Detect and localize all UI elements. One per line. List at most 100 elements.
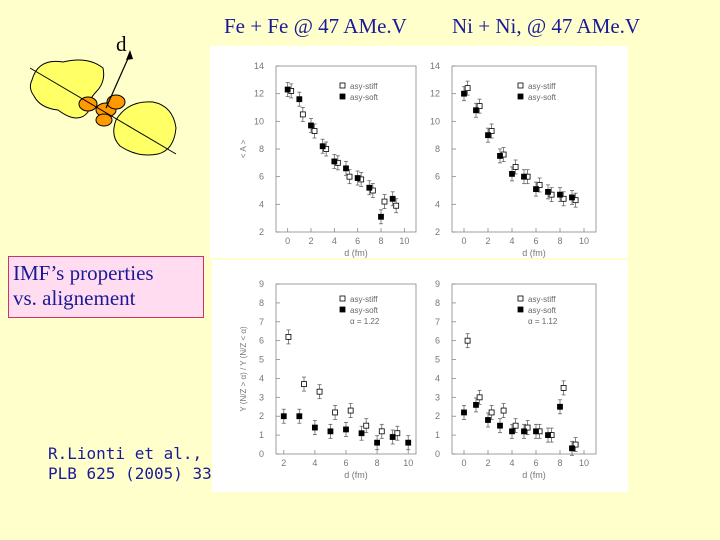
point-asy-soft (389, 195, 396, 202)
y-tick-label: 5 (259, 355, 264, 365)
y-tick-label: 14 (254, 61, 264, 71)
point-asy-stiff (347, 407, 354, 414)
y-tick-label: 7 (435, 317, 440, 327)
point-asy-soft (521, 173, 527, 180)
point-asy-stiff (512, 422, 519, 429)
point-asy-soft (296, 413, 303, 420)
y-tick-label: 9 (259, 279, 264, 289)
legend-entry: asy-stiff (528, 82, 556, 91)
point-asy-soft (509, 428, 515, 435)
x-tick-label: 8 (375, 458, 380, 468)
x-tick-label: 2 (281, 458, 286, 468)
point-asy-stiff (346, 173, 353, 180)
point-asy-soft (497, 422, 503, 429)
y-axis-label: < A > (239, 140, 248, 159)
point-asy-stiff (536, 182, 543, 188)
point-asy-soft (557, 191, 563, 198)
point-asy-soft (296, 96, 303, 103)
legend-marker (517, 295, 524, 302)
title-ni-ni: Ni + Ni, @ 47 AMe.V (452, 14, 641, 38)
x-tick-label: 8 (557, 458, 562, 468)
y-tick-label: 2 (435, 227, 440, 237)
x-axis-label: d (fm) (344, 470, 368, 480)
point-asy-stiff (332, 409, 339, 416)
y-tick-label: 9 (435, 279, 440, 289)
point-asy-soft (461, 409, 467, 416)
point-asy-soft (284, 86, 291, 93)
point-asy-soft (311, 424, 318, 431)
x-tick-label: 8 (557, 236, 562, 246)
x-tick-label: 10 (579, 236, 589, 246)
legend-entry: asy-soft (350, 306, 379, 315)
point-asy-soft (389, 434, 396, 440)
x-tick-label: 6 (355, 236, 360, 246)
x-tick-label: 0 (285, 236, 290, 246)
legend-entry: asy-soft (528, 306, 557, 315)
panel-top-left: 0 2 4 6 8 10 2 4 6 8 10 12 14 d (fm) < A > asy-stiff asy… (239, 61, 417, 258)
plot-frame (451, 283, 597, 455)
point-asy-soft (366, 184, 373, 191)
y-tick-label: 8 (259, 144, 264, 154)
fragment-1 (78, 96, 98, 112)
point-asy-soft (569, 445, 575, 452)
point-asy-soft (405, 439, 412, 446)
panel-bottom-left: 2 4 6 8 10 0 1 2 3 4 5 6 7 8 9 d (fm) Y (N/Z > α) / Y (N… (239, 279, 417, 480)
y-tick-label: 7 (259, 317, 264, 327)
fragment-4 (95, 113, 113, 127)
y-tick-label: 6 (435, 336, 440, 346)
y-tick-label: 2 (259, 227, 264, 237)
title-fe-fe: Fe + Fe @ 47 AMe.V (224, 14, 407, 38)
point-asy-stiff (500, 407, 507, 414)
y-axis-label: Y (N/Z > α) / Y (N/Z < α) (239, 326, 248, 412)
y-tick-label: 8 (435, 144, 440, 154)
y-tick-label: 6 (435, 172, 440, 182)
legend-entry: asy-stiff (350, 82, 378, 91)
legend-marker (339, 295, 346, 302)
legend-marker (517, 306, 524, 313)
target-nucleus (113, 101, 177, 156)
y-tick-label: 4 (435, 199, 440, 209)
y-tick-label: 2 (259, 411, 264, 421)
y-tick-label: 8 (259, 298, 264, 308)
point-asy-soft (308, 122, 314, 129)
point-asy-stiff (381, 198, 388, 205)
point-asy-soft (485, 132, 491, 139)
imf-line1: IMF’s properties (13, 261, 154, 285)
legend-marker (517, 82, 524, 89)
point-asy-stiff (299, 111, 306, 118)
point-asy-stiff (394, 430, 401, 437)
point-asy-soft (461, 90, 467, 97)
point-asy-soft (533, 186, 539, 193)
y-tick-label: 3 (259, 392, 264, 402)
point-asy-soft (343, 165, 349, 172)
point-asy-stiff (488, 128, 495, 134)
x-tick-label: 2 (485, 458, 490, 468)
x-tick-label: 2 (485, 236, 490, 246)
y-tick-label: 0 (435, 449, 440, 459)
alignment-axis (29, 67, 177, 155)
y-tick-label: 12 (430, 89, 440, 99)
legend-entry: α = 1.12 (528, 317, 558, 326)
y-tick-label: 10 (254, 116, 264, 126)
point-asy-stiff (488, 409, 495, 416)
y-tick-label: 2 (435, 411, 440, 421)
point-asy-stiff (464, 85, 471, 92)
reference-line2: PLB 625 (2005) 33 (48, 464, 212, 483)
y-tick-label: 4 (259, 373, 264, 383)
y-tick-label: 4 (435, 373, 440, 383)
figure-top-bg (210, 46, 628, 258)
panel-bottom-right: 0 2 4 6 8 10 0 1 2 3 4 5 6 7 8 9 d (fm) asy-stiff asy-soft… (435, 279, 597, 480)
y-tick-label: 1 (435, 430, 440, 440)
x-tick-label: 4 (509, 236, 514, 246)
point-asy-stiff (363, 422, 370, 429)
point-asy-soft (545, 188, 551, 195)
legend-marker (339, 306, 346, 313)
x-axis-label: d (fm) (522, 470, 546, 480)
point-asy-stiff (311, 128, 318, 134)
fragment-3 (106, 94, 126, 110)
reference-citation: R.Lionti et al., PLB 625 (2005) 33 (48, 444, 212, 484)
point-asy-soft (497, 153, 503, 159)
point-asy-soft (569, 194, 575, 201)
x-tick-label: 4 (509, 458, 514, 468)
